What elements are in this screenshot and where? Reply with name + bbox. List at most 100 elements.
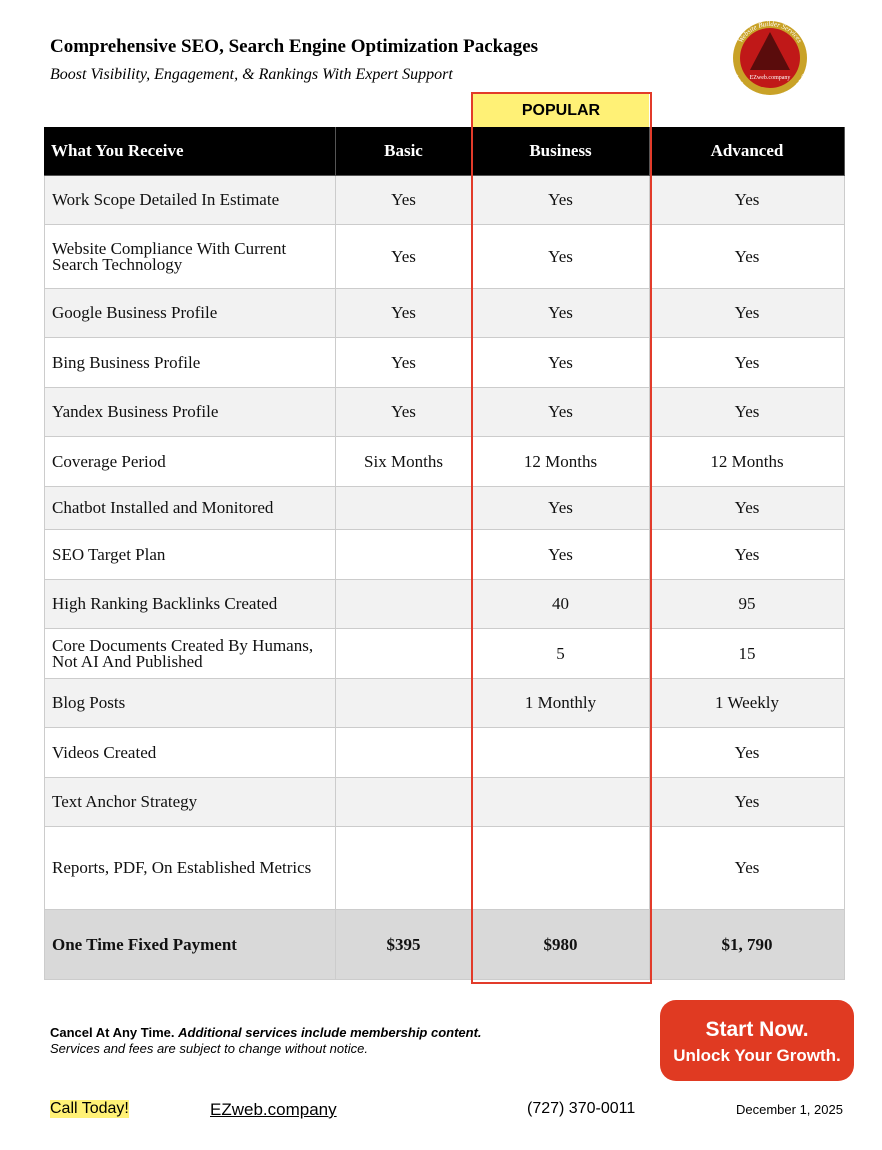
feature-cell: Coverage Period <box>44 437 336 487</box>
value-cell: Yes <box>472 530 650 580</box>
value-cell: Yes <box>650 778 845 827</box>
feature-cell: Chatbot Installed and Monitored <box>44 487 336 530</box>
feature-cell: High Ranking Backlinks Created <box>44 580 336 629</box>
title: Comprehensive SEO, Search Engine Optimiz… <box>50 36 539 57</box>
value-cell-text: Six Months <box>364 451 443 471</box>
date: December 1, 2025 <box>736 1102 843 1117</box>
feature-cell-text: High Ranking Backlinks Created <box>52 594 278 613</box>
value-cell-text: Yes <box>548 402 573 421</box>
value-cell: Yes <box>472 289 650 338</box>
cta-line1: Start Now. <box>705 1018 809 1041</box>
feature-cell-text: Work Scope Detailed In Estimate <box>52 190 280 209</box>
value-cell <box>472 778 650 827</box>
value-cell-text: Yes <box>548 352 573 372</box>
feature-cell: Reports, PDF, On Established Metrics <box>44 827 336 910</box>
feature-cell-text: Videos Created <box>52 742 157 762</box>
value-cell-text: Yes <box>391 303 416 322</box>
feature-cell: Text Anchor Strategy <box>44 778 336 827</box>
total-cell: $1, 790 <box>650 910 845 980</box>
value-cell-text: 1 Weekly <box>715 693 779 712</box>
total-cell: $395 <box>336 910 472 980</box>
header-cell: Business <box>472 127 650 176</box>
subtitle: Boost Visibility, Engagement, & Rankings… <box>50 66 453 83</box>
value-cell: 12 Months <box>650 437 845 487</box>
popular-outline <box>471 92 652 984</box>
value-cell: Yes <box>650 225 845 289</box>
feature-cell: Bing Business Profile <box>44 338 336 388</box>
value-cell: Yes <box>650 487 845 530</box>
note2: Services and fees are subject to change … <box>50 1041 368 1056</box>
feature-cell-text: Yandex Business Profile <box>52 402 219 421</box>
value-cell-text: Yes <box>548 498 573 517</box>
value-cell: Yes <box>650 388 845 437</box>
value-cell-text: Yes <box>734 858 760 877</box>
phone: (727) 370-0011 <box>527 1100 636 1117</box>
value-cell: 40 <box>472 580 650 629</box>
value-cell-text: Yes <box>391 190 416 209</box>
value-cell <box>336 487 472 530</box>
value-cell: Yes <box>650 176 845 225</box>
value-cell <box>336 778 472 827</box>
website[interactable]: EZweb.company <box>210 1100 337 1119</box>
value-cell <box>472 728 650 778</box>
call: Call Today! <box>50 1100 129 1118</box>
note-italic: Additional services include membership c… <box>178 1025 482 1040</box>
value-cell: Yes <box>472 176 650 225</box>
feature-cell-text: Bing Business Profile <box>52 352 201 372</box>
value-cell: Six Months <box>336 437 472 487</box>
value-cell <box>336 580 472 629</box>
total-cell-text: One Time Fixed Payment <box>52 934 237 954</box>
value-cell: Yes <box>472 388 650 437</box>
value-cell-text: Yes <box>734 190 760 209</box>
value-cell: 5 <box>472 629 650 679</box>
feature-cell-text: Google Business Profile <box>52 303 218 322</box>
feature-cell: Website Compliance With Current Search T… <box>44 225 336 289</box>
header-cell: Basic <box>336 127 472 176</box>
total-cell-text: $980 <box>543 934 578 954</box>
total-cell: $980 <box>472 910 650 980</box>
value-cell: 95 <box>650 580 845 629</box>
popular-label: POPULAR <box>473 94 649 127</box>
feature-cell-text: Text Anchor Strategy <box>52 792 198 811</box>
feature-cell-text: Coverage Period <box>52 451 166 471</box>
value-cell: Yes <box>650 338 845 388</box>
value-cell-text: Yes <box>548 544 573 564</box>
value-cell: Yes <box>472 338 650 388</box>
value-cell-text: 15 <box>738 643 756 663</box>
value-cell: Yes <box>650 827 845 910</box>
value-cell <box>336 728 472 778</box>
value-cell: 15 <box>650 629 845 679</box>
logo-center: EZweb.company <box>750 75 791 81</box>
feature-cell: Core Documents Created By Humans, Not AI… <box>44 629 336 679</box>
feature-cell-text: Website Compliance With Current Search T… <box>52 238 287 274</box>
value-cell: Yes <box>472 225 650 289</box>
feature-cell-text: Chatbot Installed and Monitored <box>52 498 274 517</box>
value-cell <box>336 629 472 679</box>
cta-line2: Unlock Your Growth. <box>673 1046 841 1065</box>
note: Cancel At Any Time. Additional services … <box>50 1025 482 1040</box>
value-cell-text: Yes <box>734 498 760 517</box>
header-cell: What You Receive <box>44 127 336 176</box>
value-cell: 1 Weekly <box>650 679 845 728</box>
feature-cell-text: Blog Posts <box>52 693 126 712</box>
total-cell-text: $1, 790 <box>721 934 773 954</box>
value-cell: Yes <box>650 530 845 580</box>
header-cell: Advanced <box>650 127 845 176</box>
value-cell: 1 Monthly <box>472 679 650 728</box>
feature-cell-text: Core Documents Created By Humans, Not AI… <box>52 635 314 671</box>
value-cell-text: Yes <box>734 402 760 421</box>
feature-cell: Yandex Business Profile <box>44 388 336 437</box>
total-cell-text: $395 <box>386 934 421 954</box>
total-cell: One Time Fixed Payment <box>44 910 336 980</box>
value-cell-text: Yes <box>734 352 760 372</box>
value-cell-text: 40 <box>552 594 569 613</box>
value-cell: 12 Months <box>472 437 650 487</box>
value-cell-text: 1 Monthly <box>524 693 597 712</box>
header-cell-text: Basic <box>384 141 423 160</box>
value-cell <box>336 530 472 580</box>
cta-button[interactable]: Start Now. Unlock Your Growth. <box>660 1000 854 1081</box>
header-cell-text: Business <box>529 141 592 160</box>
value-cell-text: 12 Months <box>523 451 598 471</box>
header-cell-text: Advanced <box>710 141 784 160</box>
